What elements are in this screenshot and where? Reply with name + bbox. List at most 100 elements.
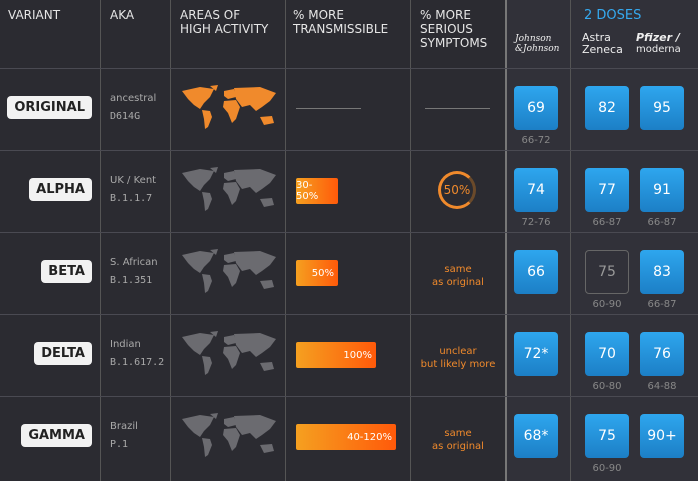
header-line: SYMPTOMS xyxy=(420,36,488,50)
aka-line: S. African xyxy=(110,257,158,268)
logo-line: Astra xyxy=(582,31,611,44)
row-separator xyxy=(0,150,698,151)
efficacy-box: 76 xyxy=(640,332,684,376)
separator xyxy=(570,0,571,481)
map-land xyxy=(182,85,276,129)
jj-logo: Johnson &Johnson xyxy=(515,34,559,54)
map-land xyxy=(182,331,276,375)
efficacy-range: 64-88 xyxy=(647,381,677,392)
aka-line: D614G xyxy=(110,111,141,122)
map-land xyxy=(182,413,276,457)
logo-line: &Johnson xyxy=(515,44,560,54)
efficacy-range: 66-87 xyxy=(647,299,677,310)
aka: Indian B.1.617.2 xyxy=(110,336,164,372)
separator xyxy=(170,0,171,481)
severity-line: but likely more xyxy=(420,359,496,370)
severity-value: 50% xyxy=(443,183,471,197)
efficacy-range: 66-87 xyxy=(647,217,677,228)
separator xyxy=(285,0,286,481)
aka-line: Indian xyxy=(110,339,141,350)
map-land xyxy=(182,249,276,293)
empty-line xyxy=(296,108,361,109)
row-separator xyxy=(0,396,698,397)
aka: UK / Kent B.1.1.7 xyxy=(110,172,156,208)
transmissible-bar: 30-50% xyxy=(296,178,338,204)
efficacy-range: 60-90 xyxy=(592,463,622,474)
variant-label: GAMMA xyxy=(21,424,92,447)
aka: ancestral D614G xyxy=(110,90,156,126)
efficacy-box: 82 xyxy=(585,86,629,130)
header-line: SERIOUS xyxy=(420,22,473,36)
header: % MORE TRANSMISSIBLE xyxy=(293,8,388,36)
map xyxy=(182,85,276,129)
efficacy-range: 60-90 xyxy=(592,299,622,310)
logo-line: Johnson xyxy=(515,34,552,44)
severity-line: as original xyxy=(432,441,484,452)
efficacy-box: 95 xyxy=(640,86,684,130)
aka: Brazil P.1 xyxy=(110,418,138,454)
empty-line xyxy=(425,108,490,109)
map xyxy=(182,249,276,293)
variant-label: ALPHA xyxy=(29,178,92,201)
transmissible-bar: 100% xyxy=(296,342,376,368)
severity-text: unclear but likely more xyxy=(412,345,504,371)
separator xyxy=(100,0,101,481)
pfizer-logo: Pfizer / moderna xyxy=(636,32,681,56)
header-line: % MORE xyxy=(420,8,471,22)
aka-line: ancestral xyxy=(110,93,157,104)
efficacy-range: 66-72 xyxy=(521,135,551,146)
severity-line: same xyxy=(444,428,472,439)
efficacy-box: 72* xyxy=(514,332,558,376)
efficacy-box: 77 xyxy=(585,168,629,212)
aka: S. African B.1.351 xyxy=(110,254,158,290)
logo-line: Pfizer / xyxy=(636,31,680,44)
variant-label: ORIGINAL xyxy=(7,96,92,119)
aka-line: P.1 xyxy=(110,439,129,450)
severity-ring: 50% xyxy=(438,171,476,209)
transmissible-bar: 50% xyxy=(296,260,338,286)
header: % MORE SERIOUS SYMPTOMS xyxy=(420,8,487,50)
efficacy-box: 75 xyxy=(585,414,629,458)
row-separator xyxy=(0,232,698,233)
efficacy-range: 72-76 xyxy=(521,217,551,228)
efficacy-box: 74 xyxy=(514,168,558,212)
az-logo: Astra Zeneca xyxy=(582,32,623,56)
aka-line: UK / Kent xyxy=(110,175,157,186)
header: AREAS OF HIGH ACTIVITY xyxy=(180,8,268,36)
efficacy-range: 60-80 xyxy=(592,381,622,392)
aka-line: B.1.1.7 xyxy=(110,193,153,204)
efficacy-box: 75 xyxy=(585,250,629,294)
variant-label: DELTA xyxy=(34,342,92,365)
header-line: HIGH ACTIVITY xyxy=(180,22,269,36)
map-land xyxy=(182,167,276,211)
efficacy-box: 68* xyxy=(514,414,558,458)
aka-line: B.1.351 xyxy=(110,275,153,286)
map xyxy=(182,413,276,457)
efficacy-box: 90+ xyxy=(640,414,684,458)
severity-text: same as original xyxy=(412,427,504,453)
aka-line: Brazil xyxy=(110,421,138,432)
vaccine-panel xyxy=(505,0,698,481)
separator xyxy=(410,0,411,481)
variant-label: BETA xyxy=(41,260,92,283)
row-separator xyxy=(0,68,698,69)
efficacy-box: 91 xyxy=(640,168,684,212)
severity-line: unclear xyxy=(439,346,477,357)
aka-line: B.1.617.2 xyxy=(110,357,165,368)
efficacy-range: 66-87 xyxy=(592,217,622,228)
row-separator xyxy=(0,314,698,315)
separator xyxy=(505,0,507,481)
header-line: TRANSMISSIBLE xyxy=(293,22,389,36)
doses-header: 2 DOSES xyxy=(584,8,642,23)
header: AKA xyxy=(110,8,135,22)
severity-line: same xyxy=(444,264,472,275)
logo-line: moderna xyxy=(636,44,681,55)
map xyxy=(182,331,276,375)
efficacy-box: 83 xyxy=(640,250,684,294)
header-line: % MORE xyxy=(293,8,344,22)
severity-text: same as original xyxy=(412,263,504,289)
efficacy-box: 70 xyxy=(585,332,629,376)
